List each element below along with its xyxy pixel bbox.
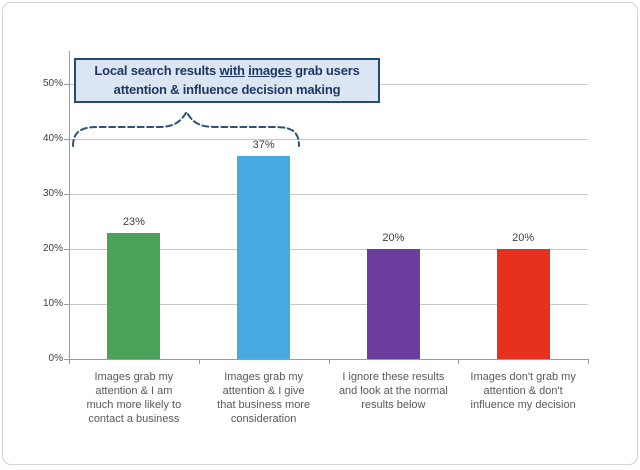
- x-axis-tick: [69, 359, 70, 364]
- y-axis-tick: [64, 303, 69, 305]
- bar-3: [366, 249, 420, 359]
- y-axis-tick: [64, 358, 69, 360]
- bar-value-label: 20%: [512, 232, 535, 244]
- bar-value-label: 37%: [252, 138, 275, 151]
- title-text: Local search results: [94, 63, 220, 78]
- x-axis-tick: [588, 359, 589, 364]
- chart-title-line2: attention & influence decision making: [113, 82, 341, 97]
- category-label: Images don't grab my attention & don't i…: [470, 371, 576, 411]
- gridline: [69, 138, 588, 140]
- chart-frame: 0% 10% 20% 30% 40% 50% 23% Images grab my atten…: [2, 2, 638, 465]
- chart-title-box: Local search results with images grab us…: [74, 58, 380, 103]
- category-label: Images grab my attention & I give that b…: [217, 371, 311, 425]
- x-axis-tick: [458, 359, 460, 364]
- plot-area: 0% 10% 20% 30% 40% 50% 23% Images grab my atten…: [3, 3, 637, 464]
- bar-value-label: 20%: [382, 232, 405, 244]
- y-axis-label: 20%: [42, 243, 63, 254]
- y-axis-tick: [64, 248, 69, 250]
- y-axis-label: 10%: [42, 298, 63, 309]
- y-axis-tick: [64, 138, 69, 140]
- x-axis-tick: [328, 359, 330, 364]
- bar-value-label: 23%: [122, 215, 145, 228]
- y-axis-label: 30%: [42, 188, 63, 199]
- chart-title-line1: Local search results with images grab us…: [76, 61, 378, 80]
- bar-2: [237, 155, 291, 359]
- y-axis-label: 40%: [42, 133, 63, 144]
- y-axis-label: 0%: [48, 353, 63, 364]
- bar-4: [496, 249, 550, 359]
- category-label: I ignore these results and look at the n…: [338, 371, 448, 411]
- gridline: [69, 193, 588, 195]
- y-axis-label: 50%: [42, 78, 63, 89]
- title-underlined-word: images: [248, 63, 292, 78]
- x-axis-tick: [198, 359, 200, 364]
- bar-1: [107, 232, 161, 359]
- title-text: grab users: [291, 63, 360, 78]
- title-underlined-word: with: [219, 63, 245, 78]
- gridline: [69, 248, 588, 250]
- category-label: Images grab my attention & I am much mor…: [86, 371, 182, 425]
- gridline: [69, 303, 588, 305]
- y-axis-tick: [64, 83, 69, 85]
- y-axis-tick: [64, 193, 69, 195]
- y-axis-line: [69, 51, 70, 359]
